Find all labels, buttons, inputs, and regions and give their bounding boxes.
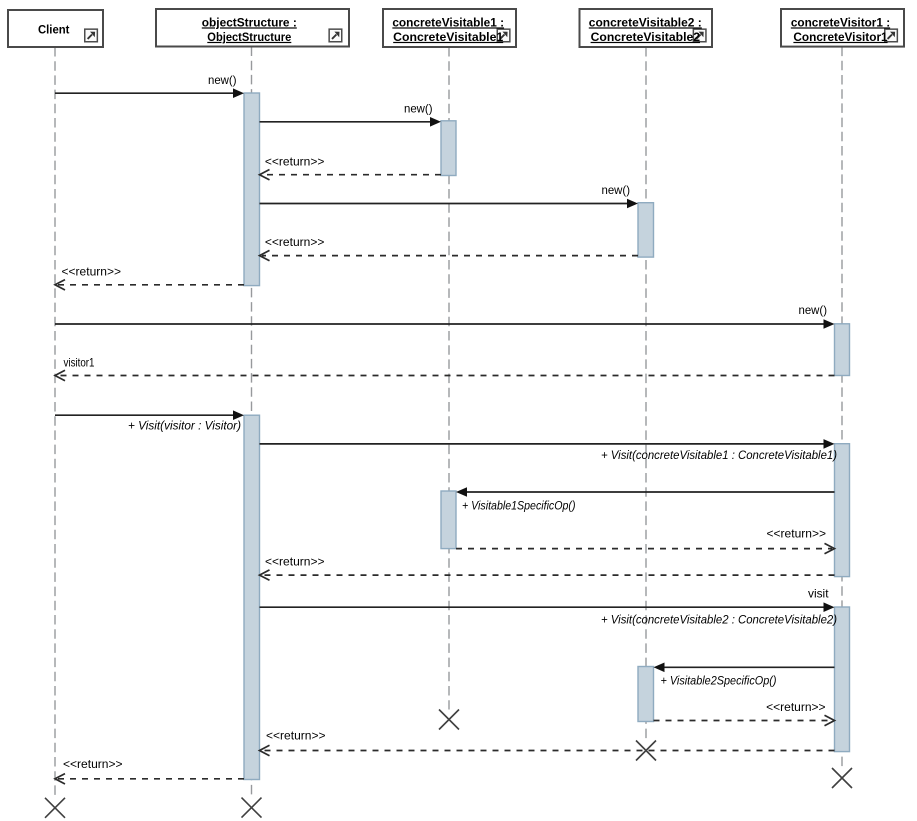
svg-text:<<return>>: <<return>> [63, 757, 123, 771]
svg-text:<<return>>: <<return>> [265, 554, 325, 568]
svg-text:+ Visit(concreteVisitable1 : C: + Visit(concreteVisitable1 : ConcreteVis… [601, 448, 837, 462]
svg-text:+ Visitable2SpecificOp(): + Visitable2SpecificOp() [661, 673, 777, 687]
svg-text:concreteVisitable1 :: concreteVisitable1 : [392, 15, 504, 29]
svg-text:<<return>>: <<return>> [767, 527, 827, 541]
svg-text:<<return>>: <<return>> [766, 700, 826, 714]
svg-text:concreteVisitable2 :: concreteVisitable2 : [589, 15, 702, 29]
svg-text:<<return>>: <<return>> [265, 154, 325, 168]
svg-text:ObjectStructure: ObjectStructure [207, 30, 291, 44]
svg-text:+ Visit(concreteVisitable2 : C: + Visit(concreteVisitable2 : ConcreteVis… [601, 612, 837, 626]
svg-text:+ Visitable1SpecificOp(): + Visitable1SpecificOp() [462, 498, 576, 512]
svg-text:new(): new() [404, 102, 433, 116]
svg-text:ConcreteVisitor1: ConcreteVisitor1 [793, 30, 888, 44]
svg-text:visit: visit [808, 587, 829, 601]
svg-text:<<return>>: <<return>> [62, 265, 122, 279]
svg-text:<<return>>: <<return>> [265, 235, 325, 249]
svg-text:new(): new() [208, 73, 237, 87]
svg-text:+ Visit(visitor : Visitor): + Visit(visitor : Visitor) [128, 419, 241, 433]
svg-text:new(): new() [602, 183, 631, 197]
svg-text:Client: Client [38, 23, 69, 37]
svg-text:visitor1: visitor1 [64, 355, 95, 369]
svg-text:concreteVisitor1 :: concreteVisitor1 : [791, 15, 890, 29]
svg-text:new(): new() [799, 303, 828, 317]
svg-text:ConcreteVisitable2: ConcreteVisitable2 [591, 30, 701, 44]
svg-text:objectStructure :: objectStructure : [202, 15, 297, 29]
svg-text:<<return>>: <<return>> [266, 728, 326, 742]
svg-text:ConcreteVisitable1: ConcreteVisitable1 [393, 30, 503, 44]
